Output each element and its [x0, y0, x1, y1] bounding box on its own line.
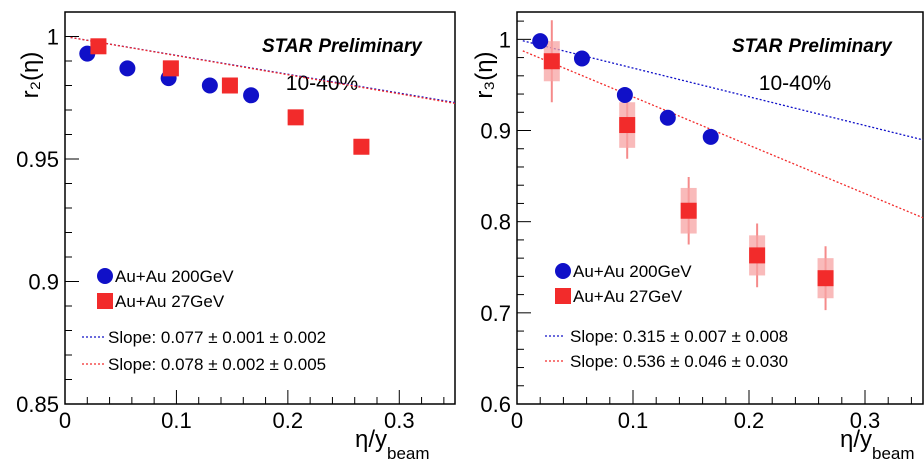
- y-axis-label: r₂(η): [17, 52, 44, 99]
- legend-marker-200gev: [97, 268, 113, 284]
- point-27gev: [619, 117, 636, 134]
- x-axis-label-subscript: beam: [872, 444, 915, 463]
- x-tick-label: 0: [59, 408, 71, 433]
- point-27gev: [680, 202, 697, 219]
- point-200gev: [243, 87, 260, 104]
- x-tick-label: 0.3: [850, 408, 881, 433]
- point-200gev: [659, 109, 676, 126]
- y-tick-label: 0.9: [28, 270, 59, 295]
- point-27gev: [90, 38, 107, 55]
- y-tick-label: 0.6: [480, 392, 511, 417]
- fit-line-27gev: [522, 50, 924, 219]
- fit-legend-label: Slope: 0.077 ± 0.001 ± 0.002: [108, 328, 326, 347]
- star-label: STAR Preliminary: [262, 36, 423, 57]
- y-tick-label: 0.7: [480, 301, 511, 326]
- point-200gev: [616, 86, 633, 103]
- fit-legend-label: Slope: 0.315 ± 0.007 ± 0.008: [570, 327, 788, 346]
- fit-legend-label: Slope: 0.536 ± 0.046 ± 0.030: [570, 352, 788, 371]
- point-27gev: [162, 60, 179, 77]
- point-27gev: [221, 77, 238, 94]
- y-tick-label: 1: [47, 25, 59, 50]
- x-tick-label: 0.1: [161, 408, 192, 433]
- point-27gev: [287, 109, 304, 126]
- fit-legend-label: Slope: 0.078 ± 0.002 ± 0.005: [108, 355, 326, 374]
- legend-marker-27gev: [555, 288, 571, 304]
- legend-label-200gev: Au+Au 200GeV: [573, 262, 692, 281]
- legend-marker-200gev: [555, 263, 571, 279]
- y-tick-label: 0.85: [16, 392, 59, 417]
- y-tick-label: 1: [499, 27, 511, 52]
- preliminary-label: Preliminary: [788, 36, 893, 57]
- x-tick-label: 0.2: [734, 408, 765, 433]
- point-27gev: [543, 53, 560, 70]
- y-tick-label: 0.9: [480, 119, 511, 144]
- point-27gev: [817, 270, 834, 287]
- x-tick-label: 0.2: [273, 408, 304, 433]
- legend-label-27gev: Au+Au 27GeV: [115, 292, 225, 311]
- star-label: STAR Preliminary: [732, 36, 893, 57]
- y-axis-label: r₃(η): [471, 51, 498, 98]
- x-tick-label: 0.3: [384, 408, 415, 433]
- point-200gev: [532, 33, 549, 50]
- point-200gev: [201, 77, 218, 94]
- fit-line-27gev: [70, 36, 456, 105]
- y-tick-label: 0.8: [480, 210, 511, 235]
- centrality-label: 10-40%: [759, 72, 831, 95]
- x-axis-label-subscript: beam: [387, 444, 430, 463]
- plot-frame: [516, 11, 924, 405]
- point-200gev: [573, 50, 590, 67]
- legend-label-27gev: Au+Au 27GeV: [573, 287, 683, 306]
- y-tick-label: 0.95: [16, 147, 59, 172]
- point-27gev: [353, 138, 370, 155]
- x-tick-label: 0: [511, 408, 523, 433]
- legend-marker-27gev: [97, 293, 113, 309]
- x-tick-label: 0.1: [618, 408, 649, 433]
- legend-label-200gev: Au+Au 200GeV: [115, 267, 234, 286]
- point-200gev: [119, 60, 136, 77]
- point-200gev: [702, 128, 719, 145]
- preliminary-label: Preliminary: [318, 36, 423, 57]
- point-27gev: [749, 247, 766, 264]
